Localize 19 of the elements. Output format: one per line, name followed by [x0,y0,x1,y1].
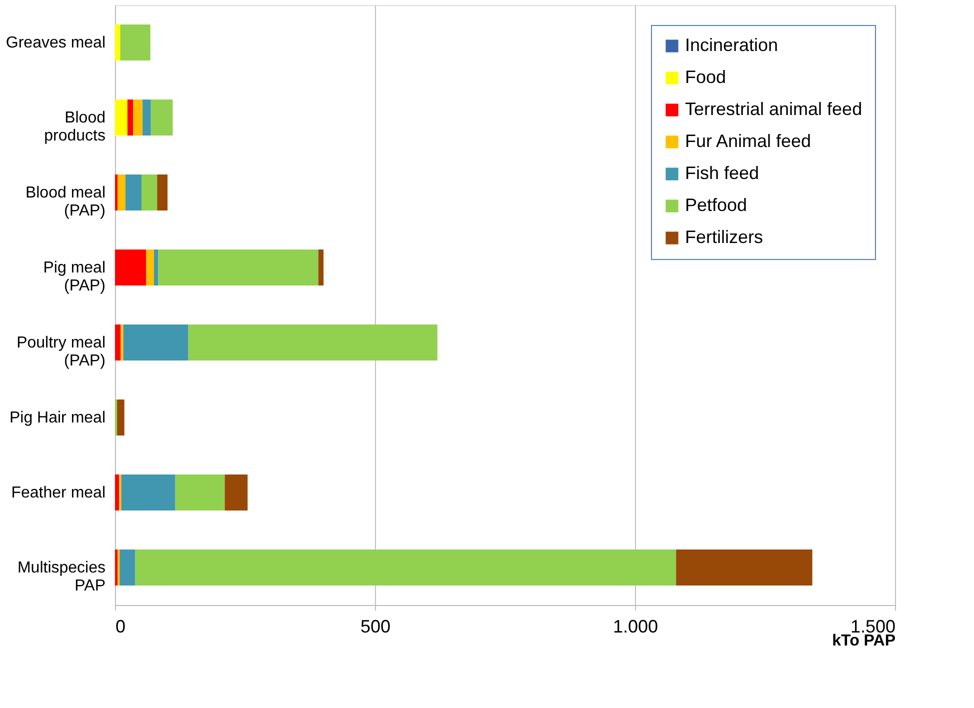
x-axis-title: kTo PAP [832,632,896,650]
legend-label: Fish feed [685,163,760,183]
legend-label: Food [685,67,726,87]
y-tick-label: Blood products [44,110,106,144]
y-tick-label: Pig meal (PAP) [43,260,106,294]
x-tick-label: 0 [116,616,126,636]
y-tick-label: Poultry meal (PAP) [16,334,106,370]
legend-label: Fertilizers [685,227,764,247]
y-tick-label: Pig Hair meal [9,410,106,426]
legend-label: Incineration [685,35,778,55]
y-tick-label: Blood meal (PAP) [25,184,106,220]
legend-label: Fur Animal feed [685,131,812,151]
legend-label: Terrestrial animal feed [685,99,862,119]
x-tick-label: 500 [360,616,391,636]
y-tick-label: Multispecies PAP [17,560,106,594]
legend-label: Petfood [685,195,748,215]
x-tick-label: 1.000 [612,616,658,636]
y-tick-label: Greaves meal [6,34,106,52]
y-tick-label: Feather meal [11,484,106,502]
